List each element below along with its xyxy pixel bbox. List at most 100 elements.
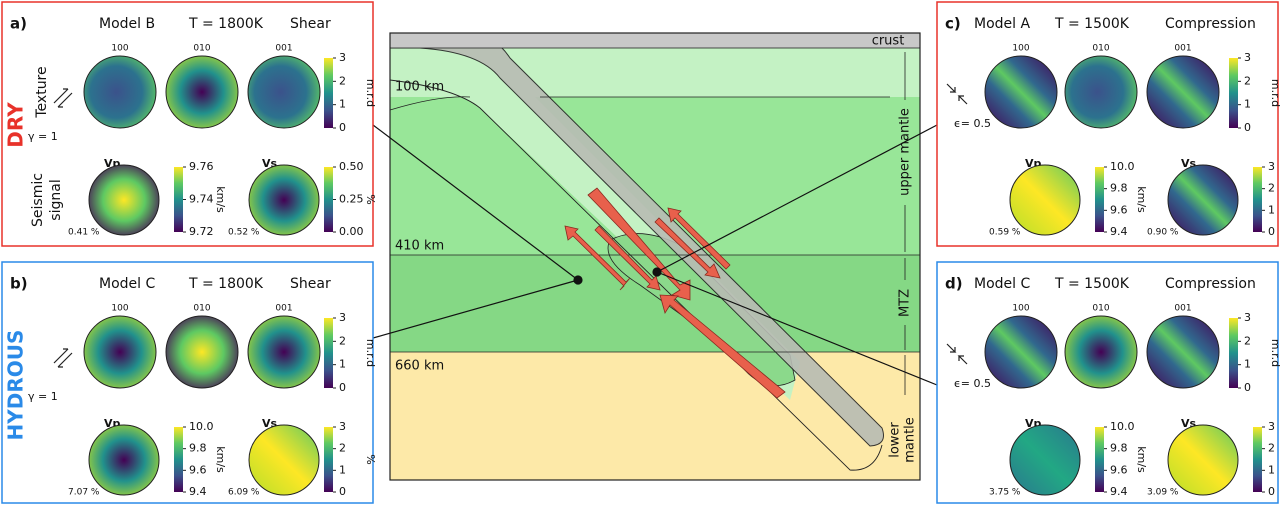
- panel-title: Model B: [99, 16, 155, 32]
- pole-label: 100: [1012, 44, 1029, 54]
- vp-figure: [88, 164, 160, 236]
- side-label: DRY: [4, 102, 28, 148]
- strain-label: γ = 1: [28, 390, 58, 403]
- colorbar-label: 3: [1244, 51, 1251, 64]
- arrow: [594, 225, 661, 291]
- panel-title: T = 1500K: [1054, 16, 1130, 32]
- colorbar-unit: km/s: [1135, 446, 1148, 473]
- connector: [372, 279, 579, 339]
- panel-title: T = 1500K: [1054, 276, 1130, 292]
- colorbar-label: 10.0: [1110, 420, 1135, 433]
- colorbar: [1253, 167, 1262, 232]
- colorbar-label: 2: [1244, 334, 1251, 347]
- colorbar-label: 3: [339, 51, 346, 64]
- colorbar: [324, 427, 333, 492]
- colorbar-label: 1: [1268, 463, 1275, 476]
- compression-icon: [946, 343, 968, 365]
- panel-title: Compression: [1165, 276, 1256, 292]
- zone-label: MTZ: [898, 289, 913, 317]
- pole-figure: [165, 55, 239, 129]
- colorbar-unit: m.r.d: [1269, 339, 1282, 367]
- arrow: [659, 294, 786, 399]
- vp-anisotropy: 7.07 %: [68, 488, 100, 498]
- colorbar-label: 0.25: [339, 193, 364, 206]
- vs-anisotropy: 0.52 %: [228, 228, 260, 238]
- lower-mantle-band: [390, 352, 920, 480]
- colorbar-label: 2: [1268, 442, 1275, 455]
- panel-title: Model C: [99, 276, 155, 292]
- depth-label: 660 km: [395, 359, 444, 374]
- colorbar-label: 0.50: [339, 160, 364, 173]
- location-dot: [573, 275, 583, 285]
- pole-figure: [1146, 55, 1220, 129]
- panel-title: T = 1800K: [188, 276, 264, 292]
- vp-figure: [1009, 164, 1081, 236]
- panel-title: Shear: [290, 16, 331, 32]
- pole-label: 010: [1092, 44, 1109, 54]
- panel-title: Model C: [974, 276, 1030, 292]
- pole-figure: [247, 55, 321, 129]
- panel-title: T = 1800K: [188, 16, 264, 32]
- pole-figure: [1064, 55, 1138, 129]
- section-frame: [389, 32, 921, 481]
- vs-figure: [1167, 164, 1239, 236]
- panel-label: d): [945, 275, 963, 293]
- vs-figure: [1167, 424, 1239, 496]
- panel-title: Shear: [290, 276, 331, 292]
- colorbar-label: 0: [339, 381, 346, 394]
- colorbar-label: 0: [1244, 381, 1251, 394]
- colorbar-label: 0: [339, 485, 346, 498]
- zone-label: upper mantle: [898, 108, 913, 196]
- panel-frame: [936, 1, 1279, 247]
- cross-section: crust 100 km 410 km 660 km upper mantle …: [389, 32, 921, 481]
- colorbar-label: 0.00: [339, 225, 364, 238]
- connectors: [372, 124, 938, 386]
- colorbar-label: 9.76: [189, 160, 214, 173]
- colorbar-label: 9.6: [189, 463, 207, 476]
- pole-figure: [1146, 315, 1220, 389]
- colorbar-label: 3: [1268, 420, 1275, 433]
- colorbar-label: 2: [1268, 182, 1275, 195]
- arrow: [564, 225, 631, 291]
- panel-frame: [1, 261, 374, 504]
- pole-figure: [165, 315, 239, 389]
- panel-label: a): [10, 15, 27, 33]
- vs-figure: [248, 424, 320, 496]
- shear-icon: [53, 88, 73, 108]
- colorbar-label: 2: [339, 442, 346, 455]
- strain-label: γ = 1: [28, 130, 58, 143]
- pole-label: 010: [1092, 304, 1109, 314]
- colorbar-unit: m.r.d: [364, 79, 377, 107]
- arrow: [654, 217, 721, 279]
- pole-figure: [1064, 315, 1138, 389]
- pole-label: 100: [1012, 304, 1029, 314]
- colorbar: [324, 58, 333, 128]
- pole-label: 001: [1174, 44, 1191, 54]
- pole-label: 001: [275, 304, 292, 314]
- vp-anisotropy: 0.41 %: [68, 228, 100, 238]
- pole-figure: [984, 315, 1058, 389]
- arrow: [667, 207, 731, 270]
- colorbar-label: 3: [1268, 160, 1275, 173]
- depth-label: 410 km: [395, 239, 444, 254]
- row-label: signal: [48, 179, 64, 220]
- colorbar-label: 10.0: [189, 420, 214, 433]
- panel-title: Compression: [1165, 16, 1256, 32]
- colorbar: [1253, 427, 1262, 492]
- colorbar: [1229, 58, 1238, 128]
- colorbar-label: 1: [1244, 358, 1251, 371]
- row-label: Texture: [34, 66, 50, 118]
- pole-label: 100: [111, 44, 128, 54]
- connector: [656, 124, 938, 273]
- colorbar-label: 0: [1244, 121, 1251, 134]
- depth-line: [389, 96, 471, 111]
- zone-label: lower: [888, 422, 903, 458]
- strain-label: ϵ= 0.5: [954, 117, 991, 130]
- panel: a) Model B T = 1800K Shear γ = 1 100 010 001 3 2 1…: [1, 1, 377, 247]
- colorbar-label: 9.8: [1110, 182, 1128, 195]
- colorbar-unit: km/s: [214, 446, 227, 473]
- vs-anisotropy: 6.09 %: [228, 488, 260, 498]
